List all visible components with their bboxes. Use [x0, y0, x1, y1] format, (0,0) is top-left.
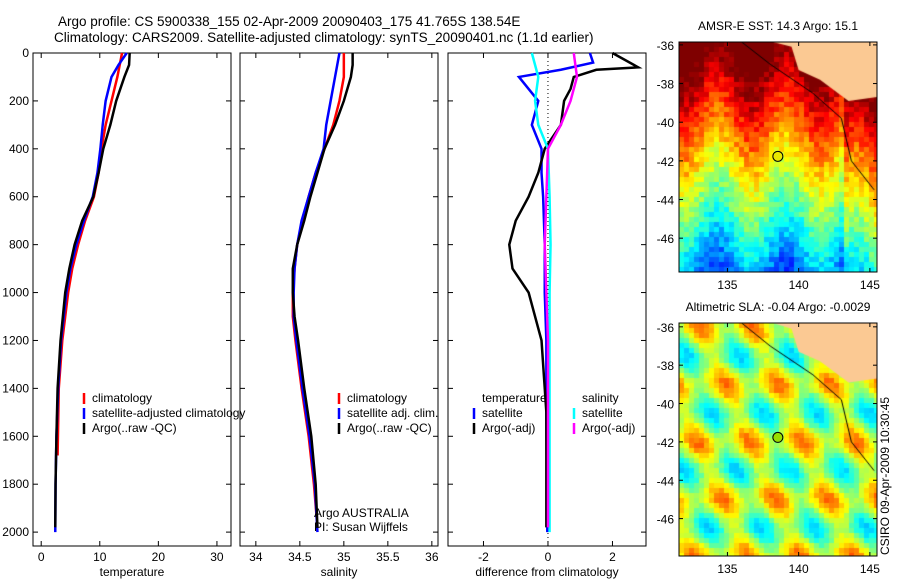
- series-line-argo: [291, 53, 354, 528]
- annotation-text: Argo AUSTRALIA: [314, 506, 409, 520]
- y-tick-label: 2000: [2, 525, 29, 539]
- x-tick-label: 2: [609, 550, 616, 564]
- argo-location-marker: [772, 431, 784, 443]
- legend-label: Argo(-adj): [482, 421, 535, 435]
- y-tick-label: 400: [9, 142, 29, 156]
- x-tick-label: 135: [717, 562, 737, 576]
- y-tick-label: 1400: [2, 381, 29, 395]
- y-tick-label: -44: [657, 194, 675, 208]
- map-panel-0: AMSR-E SST: 14.3 Argo: 15.1 135 140 145 -36 -…: [657, 19, 881, 292]
- legend-label: temperature: [482, 391, 547, 405]
- x-tick-label: 0: [38, 550, 45, 564]
- title-line-1: Argo profile: CS 5900338_155 02-Apr-2009…: [58, 14, 521, 29]
- y-tick-label: -36: [657, 321, 675, 335]
- legend-label: satellite: [482, 406, 523, 420]
- axes-box: [239, 52, 439, 547]
- y-tick-label: 1600: [2, 429, 29, 443]
- x-tick-label: 140: [789, 278, 809, 292]
- y-tick-label: 1000: [2, 286, 29, 300]
- legend-label: climatology: [347, 391, 407, 405]
- profile-panel-1: 34 34.5 35 35.5 36 salinity climatologysatelli…: [239, 52, 439, 579]
- y-tick-label: -40: [657, 398, 675, 412]
- y-tick-label: 0: [22, 46, 29, 60]
- x-tick-label: 145: [860, 278, 880, 292]
- y-tick-label: -42: [657, 155, 675, 169]
- annotation-text: PI: Susan Wijffels: [314, 520, 408, 534]
- argo-location-marker: [772, 150, 784, 162]
- legend-label: satellite: [582, 406, 623, 420]
- x-tick-label: 35.5: [376, 550, 400, 564]
- x-tick-label: 135: [717, 278, 737, 292]
- map-box: [678, 41, 878, 273]
- y-tick-label: 800: [9, 238, 29, 252]
- map-title: Altimetric SLA: -0.04 Argo: -0.0029: [686, 300, 871, 314]
- map-panel-1: Altimetric SLA: -0.04 Argo: -0.0029 135 14…: [657, 300, 881, 576]
- axes-box: [447, 52, 647, 547]
- axes-box: [32, 52, 232, 547]
- map-box: [678, 322, 878, 557]
- y-tick-label: -40: [657, 116, 675, 130]
- x-tick-label: -2: [478, 550, 489, 564]
- x-tick-label: 20: [152, 550, 166, 564]
- y-tick-label: -36: [657, 39, 675, 53]
- series-line-salinity-argo: [543, 52, 579, 528]
- y-tick-label: -42: [657, 436, 675, 450]
- y-tick-label: -46: [657, 513, 675, 527]
- legend-label: salinity: [582, 391, 619, 405]
- series-line-argo: [54, 52, 131, 528]
- legend-label: Argo(-adj): [582, 421, 635, 435]
- series-line-salinity-satellite: [530, 52, 552, 533]
- legend-label: satellite-adjusted climatology: [92, 406, 245, 420]
- title-line-2: Climatology: CARS2009. Satellite-adjuste…: [54, 30, 594, 45]
- series-line-temperature-argo: [507, 51, 643, 528]
- y-tick-label: -38: [657, 359, 675, 373]
- x-tick-label: 140: [789, 562, 809, 576]
- x-axis-label: difference from climatology: [475, 565, 618, 579]
- x-tick-label: 0: [545, 550, 552, 564]
- x-tick-label: 36: [425, 550, 439, 564]
- x-axis-label: temperature: [100, 565, 165, 579]
- y-tick-label: 1200: [2, 333, 29, 347]
- legend-label: climatology: [92, 391, 152, 405]
- profile-panel-0: 0 10 20 30 0 200 400 600 800 1000 1200 1400 1600 1800…: [2, 46, 245, 579]
- x-tick-label: 10: [93, 550, 107, 564]
- y-tick-label: 1800: [2, 477, 29, 491]
- y-tick-label: -46: [657, 232, 675, 246]
- legend-label: satellite adj. clim.: [347, 406, 438, 420]
- series-line-temperature-satellite: [516, 52, 595, 533]
- x-tick-label: 34.5: [288, 550, 312, 564]
- y-tick-label: 600: [9, 190, 29, 204]
- map-title: AMSR-E SST: 14.3 Argo: 15.1: [698, 19, 858, 33]
- x-tick-label: 34: [249, 550, 263, 564]
- y-tick-label: -44: [657, 474, 675, 488]
- y-tick-label: 200: [9, 94, 29, 108]
- x-tick-label: 145: [860, 562, 880, 576]
- x-tick-label: 30: [210, 550, 224, 564]
- x-tick-label: 35: [337, 550, 351, 564]
- legend-label: Argo(..raw -QC): [92, 421, 177, 435]
- y-tick-label: -38: [657, 78, 675, 92]
- legend-label: Argo(..raw -QC): [347, 421, 432, 435]
- x-axis-label: salinity: [321, 565, 358, 579]
